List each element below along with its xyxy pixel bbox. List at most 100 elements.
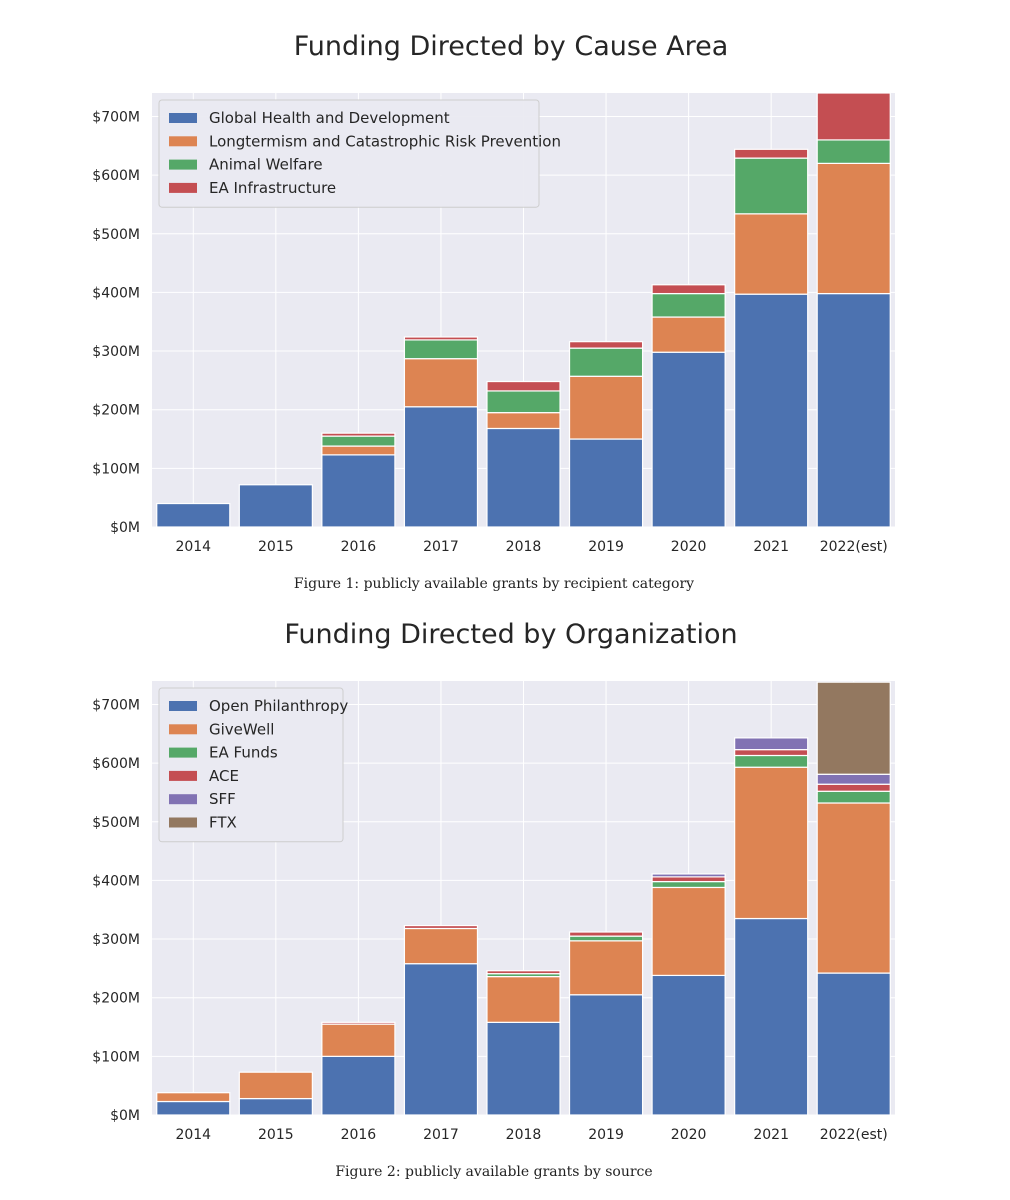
x-tick-label: 2017 — [423, 1127, 459, 1143]
y-tick-label: $500M — [92, 815, 140, 831]
x-tick-label: 2018 — [506, 1127, 542, 1143]
bar-segment-open-philanthropy-2019 — [568, 994, 644, 1116]
legend-box — [158, 99, 540, 208]
figure-caption: Figure 1: publicly available grants by r… — [294, 576, 694, 592]
bar-segment-givewell-2021 — [734, 766, 809, 920]
bar-segment-global-health-and-development-2014 — [156, 502, 231, 528]
figure-caption: Figure 2: publicly available grants by s… — [335, 1164, 652, 1180]
bar-segment-givewell-2015 — [238, 1071, 313, 1100]
y-tick-label: $0M — [110, 1108, 140, 1124]
x-tick-label: 2016 — [341, 539, 377, 555]
x-tick-label: 2015 — [258, 1127, 294, 1143]
bar-segment-givewell-2016 — [321, 1023, 396, 1057]
legend-swatch — [169, 113, 197, 123]
y-tick-label: $0M — [110, 520, 140, 536]
y-tick-label: $400M — [92, 285, 140, 301]
bar-segment-sff-2021 — [734, 737, 809, 751]
x-tick-label: 2014 — [175, 539, 211, 555]
bar-segment-open-philanthropy-2017 — [403, 963, 479, 1116]
bar-segment-givewell-2017 — [403, 927, 479, 965]
bar-segment-ea-infrastructure-2020 — [651, 284, 726, 295]
bar-segment-givewell-2020 — [651, 886, 726, 977]
legend-label: Animal Welfare — [209, 156, 323, 174]
bar-segment-animal-welfare-2022-est- — [816, 139, 891, 164]
y-tick-label: $300M — [92, 344, 140, 360]
bar-segment-ea-infrastructure-2016 — [321, 432, 396, 437]
bar-segment-givewell-2014 — [156, 1092, 231, 1103]
legend-swatch — [169, 817, 197, 828]
bar-segment-global-health-and-development-2020 — [651, 351, 726, 528]
legend-swatch — [169, 724, 197, 735]
y-tick-label: $600M — [92, 756, 140, 772]
bar-segment-longtermism-and-catastrophic-risk-prevention-2019 — [568, 375, 644, 440]
legend-swatch — [169, 770, 197, 781]
bar-segment-sff-2022-est- — [816, 773, 891, 785]
bar-segment-ea-funds-2020 — [651, 880, 726, 889]
legend-label: Open Philanthropy — [209, 697, 348, 715]
x-tick-label: 2021 — [753, 1127, 789, 1143]
bar-segment-global-health-and-development-2022-est- — [816, 292, 891, 528]
bar-segment-animal-welfare-2017 — [403, 339, 479, 360]
bar-segment-ea-infrastructure-2022-est- — [816, 92, 891, 141]
y-tick-label: $200M — [92, 403, 140, 419]
bar-segment-global-health-and-development-2019 — [568, 438, 644, 528]
bar-segment-global-health-and-development-2018 — [486, 427, 561, 528]
y-tick-label: $600M — [92, 168, 140, 184]
bar-segment-longtermism-and-catastrophic-risk-prevention-2021 — [734, 213, 809, 295]
bar-segment-ea-infrastructure-2017 — [403, 336, 479, 341]
bar-segment-ea-infrastructure-2018 — [486, 380, 561, 392]
bar-segment-animal-welfare-2019 — [568, 347, 644, 377]
legend-label: GiveWell — [209, 720, 274, 738]
bar-segment-open-philanthropy-2022-est- — [816, 972, 891, 1116]
bar-segment-ftx-2022-est- — [816, 681, 891, 775]
bar-segment-ea-funds-2019 — [568, 935, 644, 942]
legend-swatch — [169, 794, 197, 805]
bar-segment-ea-funds-2021 — [734, 754, 809, 768]
bar-segment-givewell-2018 — [486, 975, 561, 1023]
legend: Open Philanthropy GiveWell EA Funds ACE SFF F… — [158, 687, 348, 843]
y-tick-label: $200M — [92, 991, 140, 1007]
bar-segment-ace-2020 — [651, 876, 726, 883]
bar-segment-global-health-and-development-2015 — [238, 484, 313, 528]
bar-segment-open-philanthropy-2016 — [321, 1055, 396, 1116]
bar-segment-ea-infrastructure-2021 — [734, 148, 809, 159]
x-tick-label: 2019 — [588, 1127, 624, 1143]
x-tick-label: 2022(est) — [820, 1127, 888, 1143]
bar-segment-ace-2017 — [403, 924, 479, 930]
bar-segment-ace-2016 — [321, 1021, 396, 1025]
bar-segment-animal-welfare-2016 — [321, 435, 396, 447]
bar-segment-ea-funds-2022-est- — [816, 790, 891, 804]
x-tick-label: 2020 — [671, 1127, 707, 1143]
bar-segment-open-philanthropy-2021 — [734, 917, 809, 1116]
bar-segment-global-health-and-development-2016 — [321, 454, 396, 528]
legend-label: Longtermism and Catastrophic Risk Preven… — [209, 132, 561, 150]
y-tick-label: $400M — [92, 873, 140, 889]
bar-segment-longtermism-and-catastrophic-risk-prevention-2018 — [486, 412, 561, 430]
bar-segment-open-philanthropy-2014 — [156, 1100, 231, 1116]
legend-swatch — [169, 747, 197, 758]
y-tick-label: $700M — [92, 697, 140, 713]
bar-segment-ace-2022-est- — [816, 783, 891, 792]
legend-label: Global Health and Development — [209, 109, 450, 127]
x-tick-label: 2017 — [423, 539, 459, 555]
bar-segment-ace-2019 — [568, 931, 644, 937]
bar-segment-givewell-2022-est- — [816, 802, 891, 974]
bar-segment-longtermism-and-catastrophic-risk-prevention-2017 — [403, 358, 479, 408]
legend-swatch — [169, 136, 197, 147]
chart-title: Funding Directed by Organization — [284, 619, 737, 650]
x-tick-label: 2019 — [588, 539, 624, 555]
bar-segment-open-philanthropy-2020 — [651, 974, 726, 1116]
y-tick-label: $100M — [92, 1049, 140, 1065]
x-tick-label: 2015 — [258, 539, 294, 555]
bar-segment-ea-infrastructure-2019 — [568, 341, 644, 349]
bar-segment-global-health-and-development-2021 — [734, 293, 809, 528]
bar-segment-animal-welfare-2018 — [486, 390, 561, 414]
x-tick-label: 2021 — [753, 539, 789, 555]
bar-segment-open-philanthropy-2015 — [238, 1097, 313, 1116]
y-tick-label: $500M — [92, 227, 140, 243]
chart-organization: Funding Directed by Organization $0M $100M… — [92, 619, 895, 1180]
y-tick-label: $700M — [92, 109, 140, 125]
y-tick-label: $100M — [92, 461, 140, 477]
legend-label: ACE — [209, 767, 239, 785]
